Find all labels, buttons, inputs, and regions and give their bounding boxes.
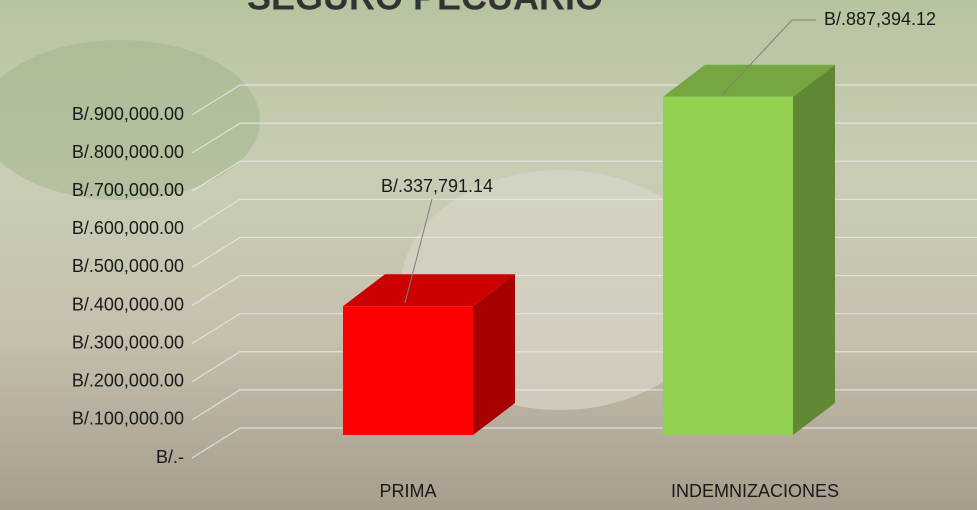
x-tick-label: PRIMA [379, 481, 436, 501]
y-tick-label: B/.500,000.00 [72, 256, 184, 276]
y-tick-label: B/.900,000.00 [72, 104, 184, 124]
chart-title: SEGURO PECUARIO [247, 0, 603, 18]
y-tick-label: B/.400,000.00 [72, 294, 184, 314]
x-tick-label: INDEMNIZACIONES [671, 481, 839, 501]
chart: SEGURO PECUARIO B/.- B/.100,000.00 B/.200,… [0, 0, 977, 510]
data-label: B/.887,394.12 [824, 9, 936, 29]
bar [663, 97, 793, 435]
y-tick-label: B/.100,000.00 [72, 409, 184, 429]
y-tick-label: B/.800,000.00 [72, 142, 184, 162]
y-tick-label: B/.- [156, 447, 184, 467]
y-tick-label: B/.700,000.00 [72, 180, 184, 200]
data-label: B/.337,791.14 [381, 176, 493, 196]
y-tick-label: B/.600,000.00 [72, 218, 184, 238]
y-tick-label: B/.200,000.00 [72, 371, 184, 391]
y-tick-label: B/.300,000.00 [72, 332, 184, 352]
bar-side [793, 65, 835, 435]
bar [343, 306, 473, 435]
